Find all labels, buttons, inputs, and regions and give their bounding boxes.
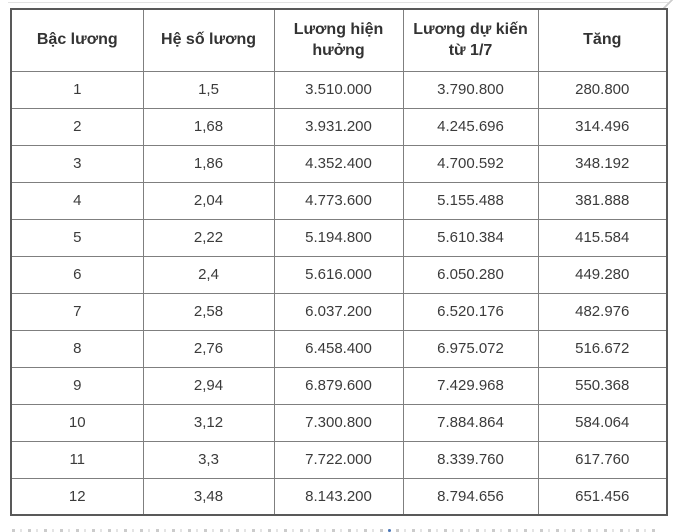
table-cell: 4 (10, 181, 144, 220)
cutoff-text-accent (388, 529, 391, 532)
table-cell: 2,04 (142, 181, 275, 220)
table-cell: 4.245.696 (402, 107, 539, 146)
table-cell: 6.050.280 (402, 255, 539, 294)
table-cell: 4.773.600 (273, 181, 404, 220)
table-cell: 1 (10, 70, 144, 109)
table-cell: 449.280 (537, 255, 668, 294)
table-cell: 1,86 (142, 144, 275, 183)
table-cell: 3.510.000 (273, 70, 404, 109)
table-cell: 550.368 (537, 366, 668, 405)
table-cell: 8.143.200 (273, 477, 404, 516)
corner-mark (662, 0, 674, 8)
table-cell: 5.155.488 (402, 181, 539, 220)
table-cell: 381.888 (537, 181, 668, 220)
table-cell: 5.616.000 (273, 255, 404, 294)
table-cell: 1,68 (142, 107, 275, 146)
table-row: 10 3,12 7.300.800 7.884.864 584.064 (10, 403, 668, 442)
table-cell: 617.760 (537, 440, 668, 479)
table-cell: 8 (10, 329, 144, 368)
table-cell: 6.458.400 (273, 329, 404, 368)
table-row: 3 1,86 4.352.400 4.700.592 348.192 (10, 144, 668, 183)
table-cell: 2,4 (142, 255, 275, 294)
table-row: 1 1,5 3.510.000 3.790.800 280.800 (10, 70, 668, 109)
table-cell: 3,12 (142, 403, 275, 442)
table-cell: 7.429.968 (402, 366, 539, 405)
table-row: 2 1,68 3.931.200 4.245.696 314.496 (10, 107, 668, 146)
table-cell: 1,5 (142, 70, 275, 109)
table-cell: 348.192 (537, 144, 668, 183)
column-header: Lương dự kiến từ 1/7 (402, 8, 539, 72)
table-cell: 7.300.800 (273, 403, 404, 442)
table-row: 9 2,94 6.879.600 7.429.968 550.368 (10, 366, 668, 405)
table-cell: 5.194.800 (273, 218, 404, 257)
table-cell: 12 (10, 477, 144, 516)
table-cell: 6.879.600 (273, 366, 404, 405)
table-cell: 584.064 (537, 403, 668, 442)
table-cell: 4.352.400 (273, 144, 404, 183)
table-cell: 6.975.072 (402, 329, 539, 368)
table-cell: 2 (10, 107, 144, 146)
table-cell: 280.800 (537, 70, 668, 109)
table-cell: 3,3 (142, 440, 275, 479)
table-cell: 6.037.200 (273, 292, 404, 331)
table-cell: 7 (10, 292, 144, 331)
column-header: Tăng (537, 8, 668, 72)
salary-table: Bậc lương Hệ số lương Lương hiện hưởng Lươn… (10, 8, 668, 516)
table-cell: 11 (10, 440, 144, 479)
table-cell: 482.976 (537, 292, 668, 331)
column-header: Bậc lương (10, 8, 144, 72)
table-cell: 2,58 (142, 292, 275, 331)
cutoff-text-fragment (12, 529, 660, 532)
table-row: 12 3,48 8.143.200 8.794.656 651.456 (10, 477, 668, 516)
table-row: 6 2,4 5.616.000 6.050.280 449.280 (10, 255, 668, 294)
table-cell: 5.610.384 (402, 218, 539, 257)
table-cell: 3.790.800 (402, 70, 539, 109)
table-row: 7 2,58 6.037.200 6.520.176 482.976 (10, 292, 668, 331)
table-cell: 651.456 (537, 477, 668, 516)
table-cell: 7.884.864 (402, 403, 539, 442)
table-cell: 2,94 (142, 366, 275, 405)
column-header: Lương hiện hưởng (273, 8, 404, 72)
table-cell: 516.672 (537, 329, 668, 368)
table-cell: 314.496 (537, 107, 668, 146)
table-row: 5 2,22 5.194.800 5.610.384 415.584 (10, 218, 668, 257)
table-cell: 6.520.176 (402, 292, 539, 331)
top-divider-line (8, 2, 668, 3)
table-cell: 2,76 (142, 329, 275, 368)
table-cell: 2,22 (142, 218, 275, 257)
table-cell: 8.794.656 (402, 477, 539, 516)
table-cell: 7.722.000 (273, 440, 404, 479)
table-cell: 10 (10, 403, 144, 442)
table-row: 8 2,76 6.458.400 6.975.072 516.672 (10, 329, 668, 368)
table-cell: 8.339.760 (402, 440, 539, 479)
column-header: Hệ số lương (142, 8, 275, 72)
table-cell: 3.931.200 (273, 107, 404, 146)
table-cell: 415.584 (537, 218, 668, 257)
header-row: Bậc lương Hệ số lương Lương hiện hưởng Lươn… (10, 8, 668, 72)
table-row: 11 3,3 7.722.000 8.339.760 617.760 (10, 440, 668, 479)
table-cell: 4.700.592 (402, 144, 539, 183)
table-cell: 9 (10, 366, 144, 405)
table-cell: 3,48 (142, 477, 275, 516)
table-cell: 6 (10, 255, 144, 294)
table-cell: 3 (10, 144, 144, 183)
table-row: 4 2,04 4.773.600 5.155.488 381.888 (10, 181, 668, 220)
table-cell: 5 (10, 218, 144, 257)
